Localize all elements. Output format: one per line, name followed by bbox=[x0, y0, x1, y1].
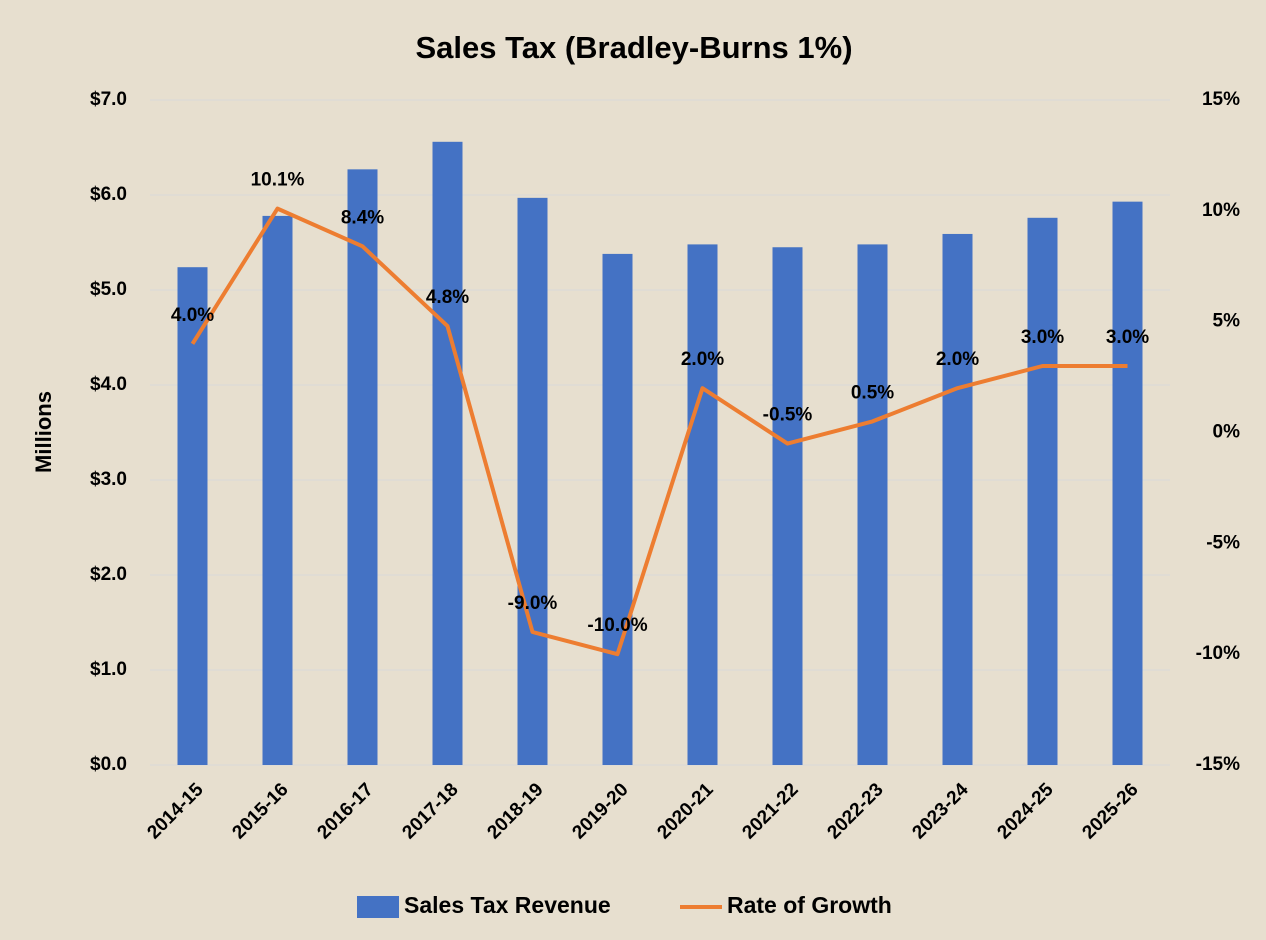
legend-swatch bbox=[357, 896, 399, 918]
y-tick-label: $4.0 bbox=[90, 374, 127, 395]
data-label: 4.8% bbox=[426, 287, 469, 308]
y2-tick-label: -10% bbox=[1196, 643, 1240, 664]
bar bbox=[857, 244, 888, 765]
data-label: 2.0% bbox=[681, 349, 724, 370]
y2-tick-label: 5% bbox=[1213, 311, 1241, 332]
data-label: 4.0% bbox=[171, 305, 214, 326]
y-axis-label: Millions bbox=[31, 391, 56, 473]
y-tick-label: $0.0 bbox=[90, 754, 127, 775]
data-label: -10.0% bbox=[587, 615, 647, 636]
data-label: 3.0% bbox=[1021, 327, 1064, 348]
bar bbox=[517, 197, 548, 766]
bar bbox=[1112, 201, 1143, 765]
legend-label: Rate of Growth bbox=[727, 892, 892, 918]
y-tick-label: $2.0 bbox=[90, 564, 127, 585]
y-tick-label: $5.0 bbox=[90, 279, 127, 300]
data-label: 0.5% bbox=[851, 382, 894, 403]
y-tick-label: $1.0 bbox=[90, 659, 127, 680]
bar bbox=[177, 267, 208, 765]
y2-tick-label: 10% bbox=[1202, 200, 1240, 221]
y2-tick-label: -15% bbox=[1196, 754, 1240, 775]
data-label: 8.4% bbox=[341, 207, 384, 228]
y2-tick-label: -5% bbox=[1206, 532, 1240, 553]
data-label: 10.1% bbox=[251, 170, 305, 191]
y-tick-label: $6.0 bbox=[90, 184, 127, 205]
y-tick-label: $7.0 bbox=[90, 89, 127, 110]
data-label: 2.0% bbox=[936, 349, 979, 370]
line bbox=[190, 206, 1128, 657]
bar bbox=[432, 141, 463, 766]
y2-tick-label: 15% bbox=[1202, 89, 1240, 110]
bar bbox=[262, 215, 293, 765]
y2-tick-label: 0% bbox=[1213, 422, 1241, 443]
bar bbox=[942, 233, 973, 765]
bar bbox=[347, 169, 378, 766]
y-tick-label: $3.0 bbox=[90, 469, 127, 490]
data-label: -9.0% bbox=[508, 593, 558, 614]
chart-title: Sales Tax (Bradley-Burns 1%) bbox=[415, 30, 852, 65]
data-label: 3.0% bbox=[1106, 327, 1149, 348]
bar bbox=[1027, 217, 1058, 766]
legend-label: Sales Tax Revenue bbox=[404, 892, 611, 918]
bar bbox=[602, 253, 633, 765]
bar bbox=[687, 244, 718, 765]
bar bbox=[772, 247, 803, 765]
data-label: -0.5% bbox=[763, 405, 813, 426]
